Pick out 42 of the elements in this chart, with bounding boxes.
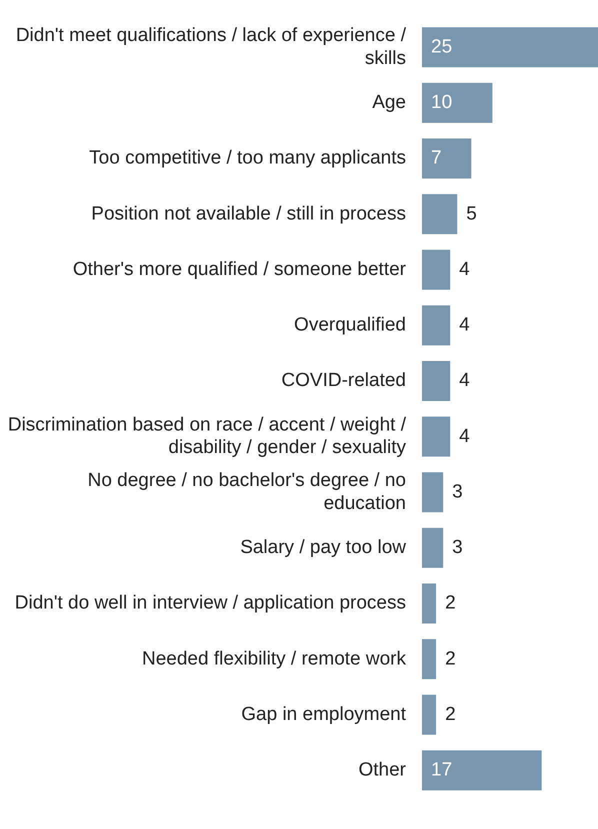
bar [422, 250, 450, 290]
bar [422, 82, 492, 123]
data-label: 2 [445, 648, 456, 670]
bar [422, 472, 444, 512]
data-label: 10 [431, 92, 452, 114]
bar [422, 360, 450, 402]
y-tick-label: Salary / pay too low [240, 537, 406, 558]
y-tick-label: Other [358, 760, 407, 781]
data-label: 4 [459, 314, 470, 336]
bar [422, 750, 542, 790]
data-label: 7 [431, 148, 442, 169]
y-tick-label: Discrimination based on race / accent / weight / disability / gender / sexuality [8, 414, 407, 458]
data-label: 3 [452, 481, 463, 502]
y-tick-label: Gap in employment [241, 704, 407, 725]
bar [422, 416, 450, 457]
y-tick-label: Didn't meet qualifications / lack of experience / skills [16, 25, 407, 69]
y-tick-label: Overqualified [294, 314, 406, 336]
y-tick-label: Didn't do well in interview / application process [14, 592, 406, 614]
bar [422, 528, 444, 568]
data-label: 4 [459, 370, 470, 392]
bar [422, 583, 436, 624]
y-tick-label: Other's more qualified / someone better [72, 258, 407, 280]
data-label: 4 [459, 258, 470, 280]
bar [422, 138, 472, 178]
data-label: 3 [452, 537, 463, 558]
y-tick-label: Too competitive / too many applicants [89, 148, 406, 169]
y-tick-label: Position not available / still in process [91, 203, 406, 224]
data-label: 4 [459, 426, 470, 447]
bar [422, 27, 598, 68]
data-label: 2 [445, 704, 456, 725]
y-tick-label: COVID-related [281, 370, 406, 392]
data-label: 5 [466, 203, 477, 224]
bar [422, 639, 436, 680]
y-tick-label: No degree / no bachelor's degree / no education [88, 470, 406, 514]
data-label: 2 [445, 592, 456, 614]
data-label: 17 [431, 760, 452, 781]
y-tick-label: Needed flexibility / remote work [142, 648, 406, 670]
data-label: 25 [431, 36, 452, 58]
bar [422, 694, 436, 735]
bar [422, 194, 458, 234]
bar [422, 305, 450, 346]
y-tick-label: Age [372, 92, 406, 114]
